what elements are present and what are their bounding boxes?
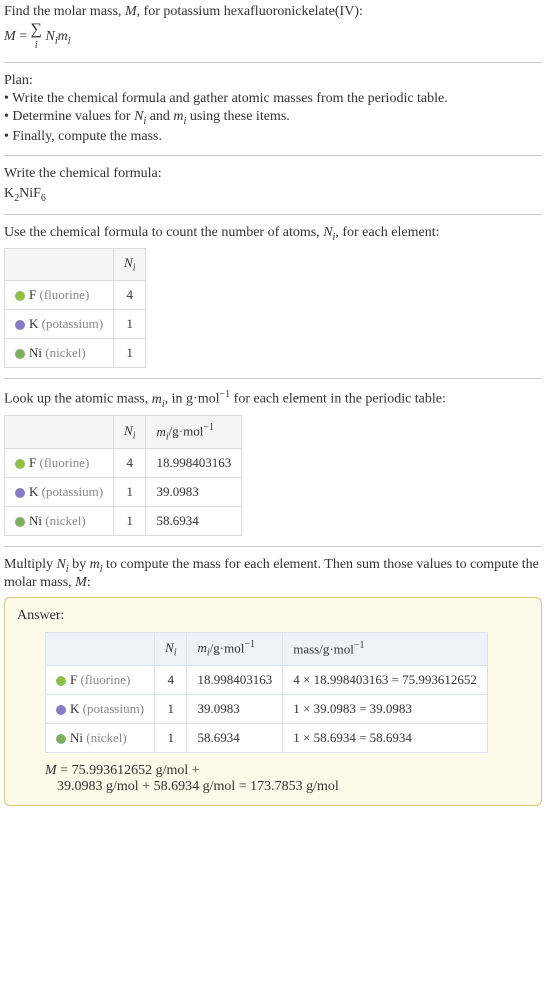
element-cell: F (fluorine): [5, 280, 114, 309]
divider: [4, 214, 542, 215]
plan-section: Plan: • Write the chemical formula and g…: [4, 73, 542, 145]
divider: [4, 62, 542, 63]
intro-text-a: Find the molar mass,: [4, 4, 125, 19]
col-element: [46, 633, 155, 666]
eq-sum: ∑i: [31, 22, 42, 52]
m-cell: 58.6934: [187, 724, 283, 753]
table-row: F (fluorine) 4 18.998403163 4 × 18.99840…: [46, 666, 488, 695]
m-cell: 39.0983: [187, 695, 283, 724]
intro-section: Find the molar mass, M, for potassium he…: [4, 4, 542, 52]
plan-bullet-1: • Write the chemical formula and gather …: [4, 91, 542, 107]
chemical-formula-section: Write the chemical formula: K2NiF6: [4, 166, 542, 204]
count-title: Use the chemical formula to count the nu…: [4, 225, 542, 243]
col-ni: Ni: [114, 416, 146, 449]
table-row: K (potassium) 1: [5, 309, 146, 338]
table-row: K (potassium) 1 39.0983: [5, 478, 242, 507]
element-cell: K (potassium): [5, 478, 114, 507]
table-row: F (fluorine) 4: [5, 280, 146, 309]
plan-bullet-3: • Finally, compute the mass.: [4, 129, 542, 145]
intro-text-b: , for potassium hexafluoronickelate(IV):: [137, 4, 363, 19]
count-section: Use the chemical formula to count the nu…: [4, 225, 542, 368]
n-cell: 1: [155, 724, 187, 753]
final-equation: M = 75.993612652 g/mol + 39.0983 g/mol +…: [45, 763, 529, 795]
n-cell: 4: [155, 666, 187, 695]
lookup-title: Look up the atomic mass, mi, in g·mol−1 …: [4, 389, 542, 409]
n-cell: 1: [114, 507, 146, 536]
divider: [4, 546, 542, 547]
element-dot: [15, 517, 25, 527]
m-cell: 58.6934: [146, 507, 242, 536]
table-header-row: Ni: [5, 249, 146, 281]
element-cell: F (fluorine): [46, 666, 155, 695]
plan-bullet-2: • Determine values for Ni and mi using t…: [4, 109, 542, 127]
table-row: Ni (nickel) 1: [5, 338, 146, 367]
col-mi: mi/g·mol−1: [187, 633, 283, 666]
mass-cell: 1 × 39.0983 = 39.0983: [283, 695, 488, 724]
element-dot: [15, 488, 25, 498]
formula-title: Write the chemical formula:: [4, 166, 542, 182]
table-row: Ni (nickel) 1 58.6934 1 × 58.6934 = 58.6…: [46, 724, 488, 753]
element-dot: [56, 705, 66, 715]
col-ni: Ni: [114, 249, 146, 281]
answer-box: Answer: Ni mi/g·mol−1 mass/g·mol−1 F (fl…: [4, 597, 542, 806]
eq-mi: mi: [58, 29, 71, 44]
intro-M: M: [125, 4, 137, 19]
table-row: Ni (nickel) 1 58.6934: [5, 507, 242, 536]
col-ni: Ni: [155, 633, 187, 666]
table-row: F (fluorine) 4 18.998403163: [5, 449, 242, 478]
col-element: [5, 416, 114, 449]
col-mi: mi/g·mol−1: [146, 416, 242, 449]
table-row: K (potassium) 1 39.0983 1 × 39.0983 = 39…: [46, 695, 488, 724]
n-cell: 1: [114, 309, 146, 338]
eq-eq: =: [16, 29, 31, 44]
n-cell: 1: [114, 478, 146, 507]
count-table: Ni F (fluorine) 4 K (potassium) 1 Ni (ni…: [4, 248, 146, 368]
element-cell: K (potassium): [46, 695, 155, 724]
element-dot: [15, 349, 25, 359]
table-header-row: Ni mi/g·mol−1 mass/g·mol−1: [46, 633, 488, 666]
mass-cell: 4 × 18.998403163 = 75.993612652: [283, 666, 488, 695]
element-dot: [56, 676, 66, 686]
intro-line: Find the molar mass, M, for potassium he…: [4, 4, 542, 20]
n-cell: 4: [114, 280, 146, 309]
multiply-section: Multiply Ni by mi to compute the mass fo…: [4, 557, 542, 806]
element-dot: [15, 320, 25, 330]
n-cell: 1: [155, 695, 187, 724]
answer-table: Ni mi/g·mol−1 mass/g·mol−1 F (fluorine) …: [45, 632, 488, 753]
divider: [4, 378, 542, 379]
lookup-section: Look up the atomic mass, mi, in g·mol−1 …: [4, 389, 542, 536]
element-cell: Ni (nickel): [5, 507, 114, 536]
element-dot: [15, 459, 25, 469]
col-element: [5, 249, 114, 281]
chemical-formula: K2NiF6: [4, 186, 542, 204]
m-cell: 18.998403163: [146, 449, 242, 478]
m-cell: 39.0983: [146, 478, 242, 507]
element-cell: Ni (nickel): [5, 338, 114, 367]
eq-M: M: [4, 29, 16, 44]
element-cell: Ni (nickel): [46, 724, 155, 753]
element-cell: F (fluorine): [5, 449, 114, 478]
divider: [4, 155, 542, 156]
n-cell: 1: [114, 338, 146, 367]
mass-cell: 1 × 58.6934 = 58.6934: [283, 724, 488, 753]
m-cell: 18.998403163: [187, 666, 283, 695]
element-dot: [15, 291, 25, 301]
element-dot: [56, 734, 66, 744]
element-cell: K (potassium): [5, 309, 114, 338]
eq-Ni: Ni: [45, 29, 57, 44]
table-header-row: Ni mi/g·mol−1: [5, 416, 242, 449]
plan-title: Plan:: [4, 73, 542, 89]
molar-mass-equation: M = ∑i Nimi: [4, 22, 542, 52]
answer-label: Answer:: [17, 608, 529, 624]
col-mass: mass/g·mol−1: [283, 633, 488, 666]
lookup-table: Ni mi/g·mol−1 F (fluorine) 4 18.99840316…: [4, 415, 242, 536]
multiply-title: Multiply Ni by mi to compute the mass fo…: [4, 557, 542, 591]
n-cell: 4: [114, 449, 146, 478]
